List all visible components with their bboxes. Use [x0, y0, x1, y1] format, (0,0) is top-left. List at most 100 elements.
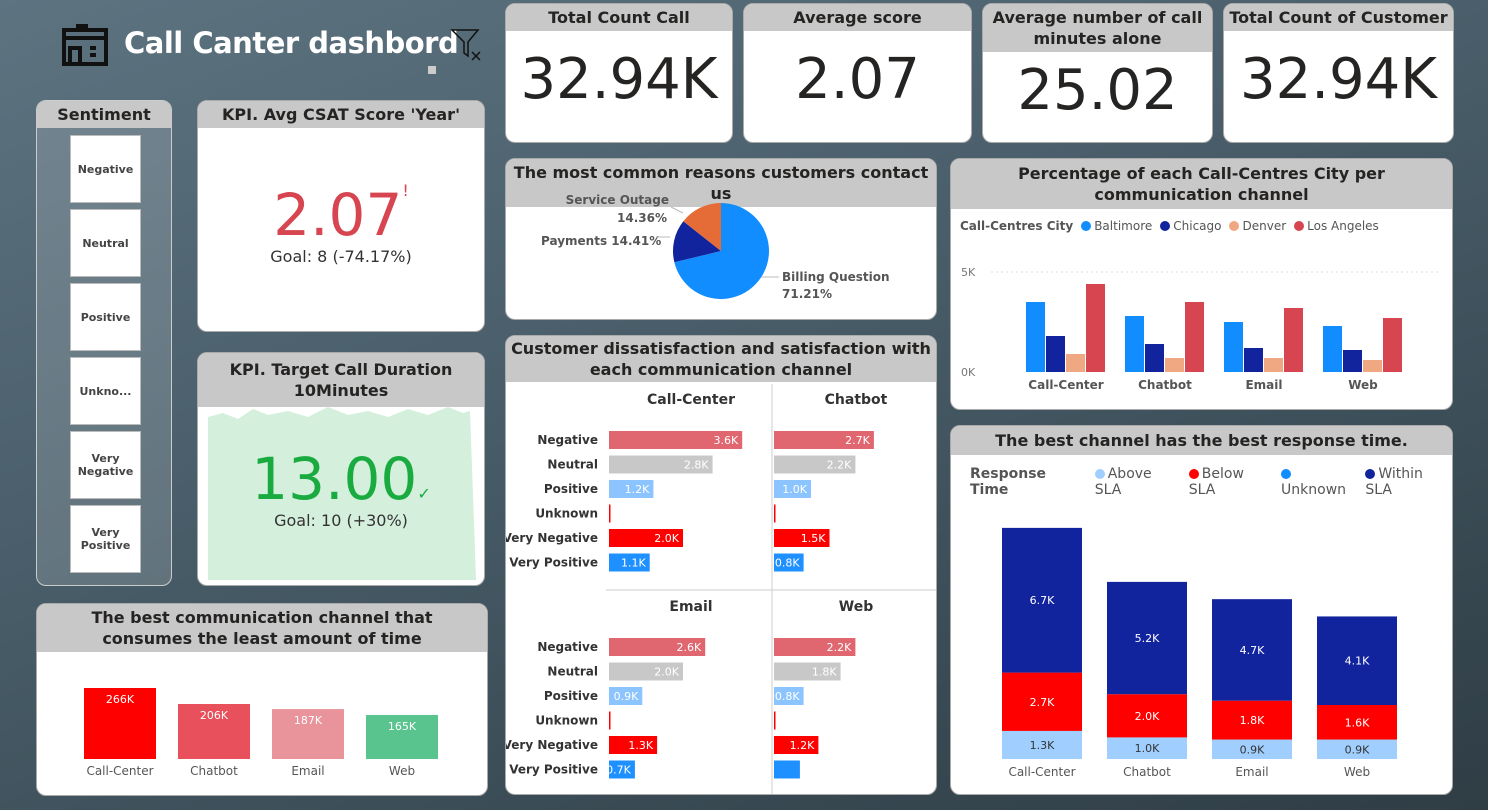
slicer-option-very-negative[interactable]: Very Negative [70, 431, 141, 499]
building-icon [60, 18, 110, 68]
legend-item[interactable]: Baltimore [1081, 219, 1152, 233]
slicer-option-neutral[interactable]: Neutral [70, 209, 141, 277]
chart-title: The most common reasons customers contac… [506, 159, 936, 207]
category-label: Positive [544, 482, 598, 496]
bar-segment [1002, 730, 1082, 759]
bar [1224, 322, 1243, 372]
y-tick: 5K [961, 266, 976, 279]
data-label: 2.0K [654, 666, 679, 679]
bar-segment [1212, 739, 1292, 759]
panel-title: Email [669, 599, 712, 615]
pie-slice [674, 203, 769, 299]
check-icon: ✓ [417, 484, 431, 503]
card-value: 2.07 [795, 47, 920, 112]
slicer-title: Sentiment [37, 101, 171, 128]
legend-item[interactable]: Los Angeles [1294, 219, 1379, 233]
data-label: 0.9K [1345, 743, 1370, 756]
legend-title: Response Time [970, 466, 1047, 498]
bar [609, 638, 706, 656]
slice-value: 14.36% [617, 211, 667, 225]
bar [1086, 284, 1105, 372]
data-label: 3.6K [713, 434, 738, 447]
data-label: 1.8K [812, 666, 837, 679]
bar [1026, 302, 1045, 372]
category-label: Very Positive [509, 556, 598, 570]
kpi-goal: Goal: 10 (+30%) [274, 511, 408, 530]
bar [1363, 360, 1382, 372]
panel-title: Web [839, 599, 873, 615]
legend-item[interactable]: Above SLA [1094, 466, 1152, 498]
panel-title: Call-Center [647, 392, 735, 408]
leader-line [656, 206, 779, 278]
category-label: Unknown [535, 507, 598, 521]
data-label: 2.0K [654, 532, 679, 545]
bar-segment [1212, 599, 1292, 701]
warning-icon: ! [402, 181, 409, 200]
bar [84, 688, 156, 759]
x-tick: Web [1348, 378, 1378, 392]
category-label: Neutral [547, 458, 598, 472]
bar [1244, 348, 1263, 372]
bar-segment [1002, 527, 1082, 673]
category-label: Very Negative [506, 531, 598, 545]
slice-value: 71.21% [782, 287, 832, 301]
x-tick: Email [291, 764, 324, 778]
legend-item[interactable]: Within SLA [1365, 466, 1423, 498]
legend-item[interactable]: Chicago [1160, 219, 1221, 233]
data-label: 2.2K [827, 641, 852, 654]
clear-filter-icon[interactable] [450, 28, 486, 64]
slicer-option-positive[interactable]: Positive [70, 283, 141, 351]
bar [774, 480, 811, 498]
bar [609, 431, 743, 449]
bar [1284, 308, 1303, 372]
data-label: 1.0K [782, 483, 807, 496]
bar [1145, 344, 1164, 372]
satisfaction-by-channel-chart: Customer dissatisfaction and satisfactio… [505, 335, 937, 795]
bar [1185, 302, 1204, 372]
card-value: 25.02 [1017, 58, 1178, 123]
y-tick: 0K [961, 366, 976, 379]
data-label: 165K [388, 720, 417, 733]
x-tick: Chatbot [1123, 765, 1171, 779]
time-consumption-chart: The best communication channel that cons… [36, 603, 488, 796]
bar [609, 760, 635, 779]
kpi-title: KPI. Avg CSAT Score 'Year' [198, 101, 484, 128]
x-tick: Chatbot [190, 764, 238, 778]
bar [1264, 358, 1283, 372]
page-title: Call Canter dashbord [124, 26, 459, 60]
bar [609, 662, 683, 681]
data-label: 2.8K [684, 459, 709, 472]
data-label: 1.8K [1240, 714, 1265, 727]
bar [774, 553, 804, 572]
slicer-option-unknown[interactable]: Unkno... [70, 357, 141, 425]
resize-handle [428, 66, 436, 74]
data-label: 1.6K [1345, 716, 1370, 729]
kpi-call-duration: KPI. Target Call Duration 10Minutes 13.0… [197, 352, 485, 586]
kpi-title: KPI. Target Call Duration 10Minutes [198, 353, 484, 407]
data-label: 0.9K [1240, 743, 1265, 756]
slicer-option-very-positive[interactable]: Very Positive [70, 505, 141, 573]
legend-title: Call-Centres City [960, 219, 1074, 233]
legend-item[interactable]: Below SLA [1188, 466, 1244, 498]
card-value: 32.94K [1239, 47, 1438, 112]
x-tick: Call-Center [86, 764, 153, 778]
bar [774, 760, 800, 779]
bar [609, 736, 658, 754]
category-label: Very Negative [506, 738, 598, 752]
panel-title: Chatbot [825, 392, 888, 408]
kpi-goal: Goal: 8 (-74.17%) [270, 247, 412, 266]
data-label: 4.7K [1240, 644, 1265, 657]
bar-segment [1107, 694, 1187, 738]
data-label: 0.8K [775, 690, 800, 703]
legend-item[interactable]: Denver [1229, 219, 1286, 233]
slicer-option-negative[interactable]: Negative [70, 135, 141, 203]
bar [609, 504, 611, 523]
card-label: Total Count Call [506, 4, 732, 31]
bar [1066, 354, 1085, 372]
chart-title: Customer dissatisfaction and satisfactio… [506, 336, 936, 382]
card-label: Average number of call minutes alone [983, 4, 1212, 52]
x-tick: Email [1245, 378, 1282, 392]
bar [774, 662, 841, 681]
card-total-count-call: Total Count Call 32.94K [505, 3, 733, 143]
legend-item[interactable]: Unknown [1281, 466, 1357, 498]
